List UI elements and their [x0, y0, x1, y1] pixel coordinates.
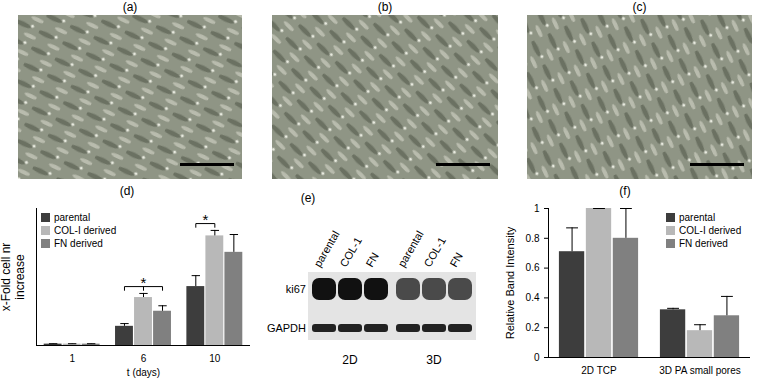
- svg-text:0.8: 0.8: [526, 233, 540, 244]
- html-text:parental: parental: [54, 212, 91, 223]
- svg-text:1: 1: [534, 203, 540, 214]
- html-text:(a): (a): [122, 0, 138, 14]
- html-text:COL-I derived: COL-I derived: [679, 225, 742, 236]
- html-text:FN derived: FN derived: [679, 238, 728, 249]
- svg-text:*: *: [141, 274, 147, 291]
- html-text:FN derived: FN derived: [54, 238, 103, 249]
- svg-text:0: 0: [534, 352, 540, 363]
- svg-text:1: 1: [69, 353, 75, 364]
- html-text:Relative Band Intensity: Relative Band Intensity: [503, 226, 516, 339]
- svg-text:COL-1: COL-1: [421, 235, 448, 269]
- svg-text:t (days): t (days): [127, 367, 160, 378]
- html-text:(d): (d): [119, 184, 135, 198]
- svg-text:6: 6: [141, 353, 147, 364]
- svg-text:parental: parental: [311, 228, 342, 269]
- svg-text:FN: FN: [447, 250, 465, 269]
- svg-text:ki67: ki67: [286, 283, 306, 295]
- svg-text:10: 10: [209, 353, 221, 364]
- svg-text:3D PA small pores: 3D PA small pores: [659, 365, 741, 376]
- svg-text:0.6: 0.6: [526, 262, 540, 273]
- svg-text:2D TCP: 2D TCP: [581, 365, 617, 376]
- svg-text:COL-1: COL-1: [337, 235, 364, 269]
- svg-text:3D: 3D: [426, 353, 442, 367]
- svg-text:parental: parental: [395, 228, 426, 269]
- svg-text:2D: 2D: [342, 353, 358, 367]
- html-text:(b): (b): [377, 0, 393, 14]
- svg-text:FN: FN: [363, 250, 381, 269]
- svg-text:*: *: [202, 211, 208, 228]
- html-text:COL-I derived: COL-I derived: [54, 225, 117, 236]
- svg-text:GAPDH: GAPDH: [267, 322, 306, 334]
- html-text:parental: parental: [679, 212, 716, 223]
- html-text:(f): (f): [619, 184, 631, 198]
- html-text:x-Fold cell nr increase: x-Fold cell nr increase: [0, 242, 27, 311]
- svg-text:0.2: 0.2: [526, 322, 540, 333]
- html-text:(c): (c): [632, 0, 647, 14]
- svg-text:(e): (e): [301, 191, 316, 205]
- svg-text:0.4: 0.4: [526, 292, 540, 303]
